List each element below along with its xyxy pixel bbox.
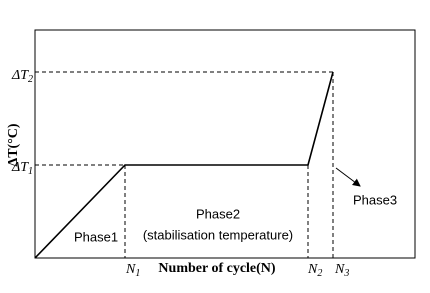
phase3-arrow [335,167,361,187]
phase-note: (stabilisation temperature) [143,227,293,242]
y-tick-label: ΔT2 [11,68,33,85]
plot-frame [34,29,416,259]
phase-label: Phase3 [353,192,397,207]
y-axis-label: ΔT(°C) [6,123,21,166]
phase-label: Phase2 [196,206,240,221]
x-tick-label: N1 [125,262,140,279]
x-tick-label: N2 [307,262,322,279]
x-axis-label: Number of cycle(N) [158,261,275,276]
phase-label: Phase1 [74,229,118,244]
y-tick-label: ΔT1 [11,160,33,177]
temperature-curve [34,71,334,259]
x-tick-label: N3 [334,262,349,279]
